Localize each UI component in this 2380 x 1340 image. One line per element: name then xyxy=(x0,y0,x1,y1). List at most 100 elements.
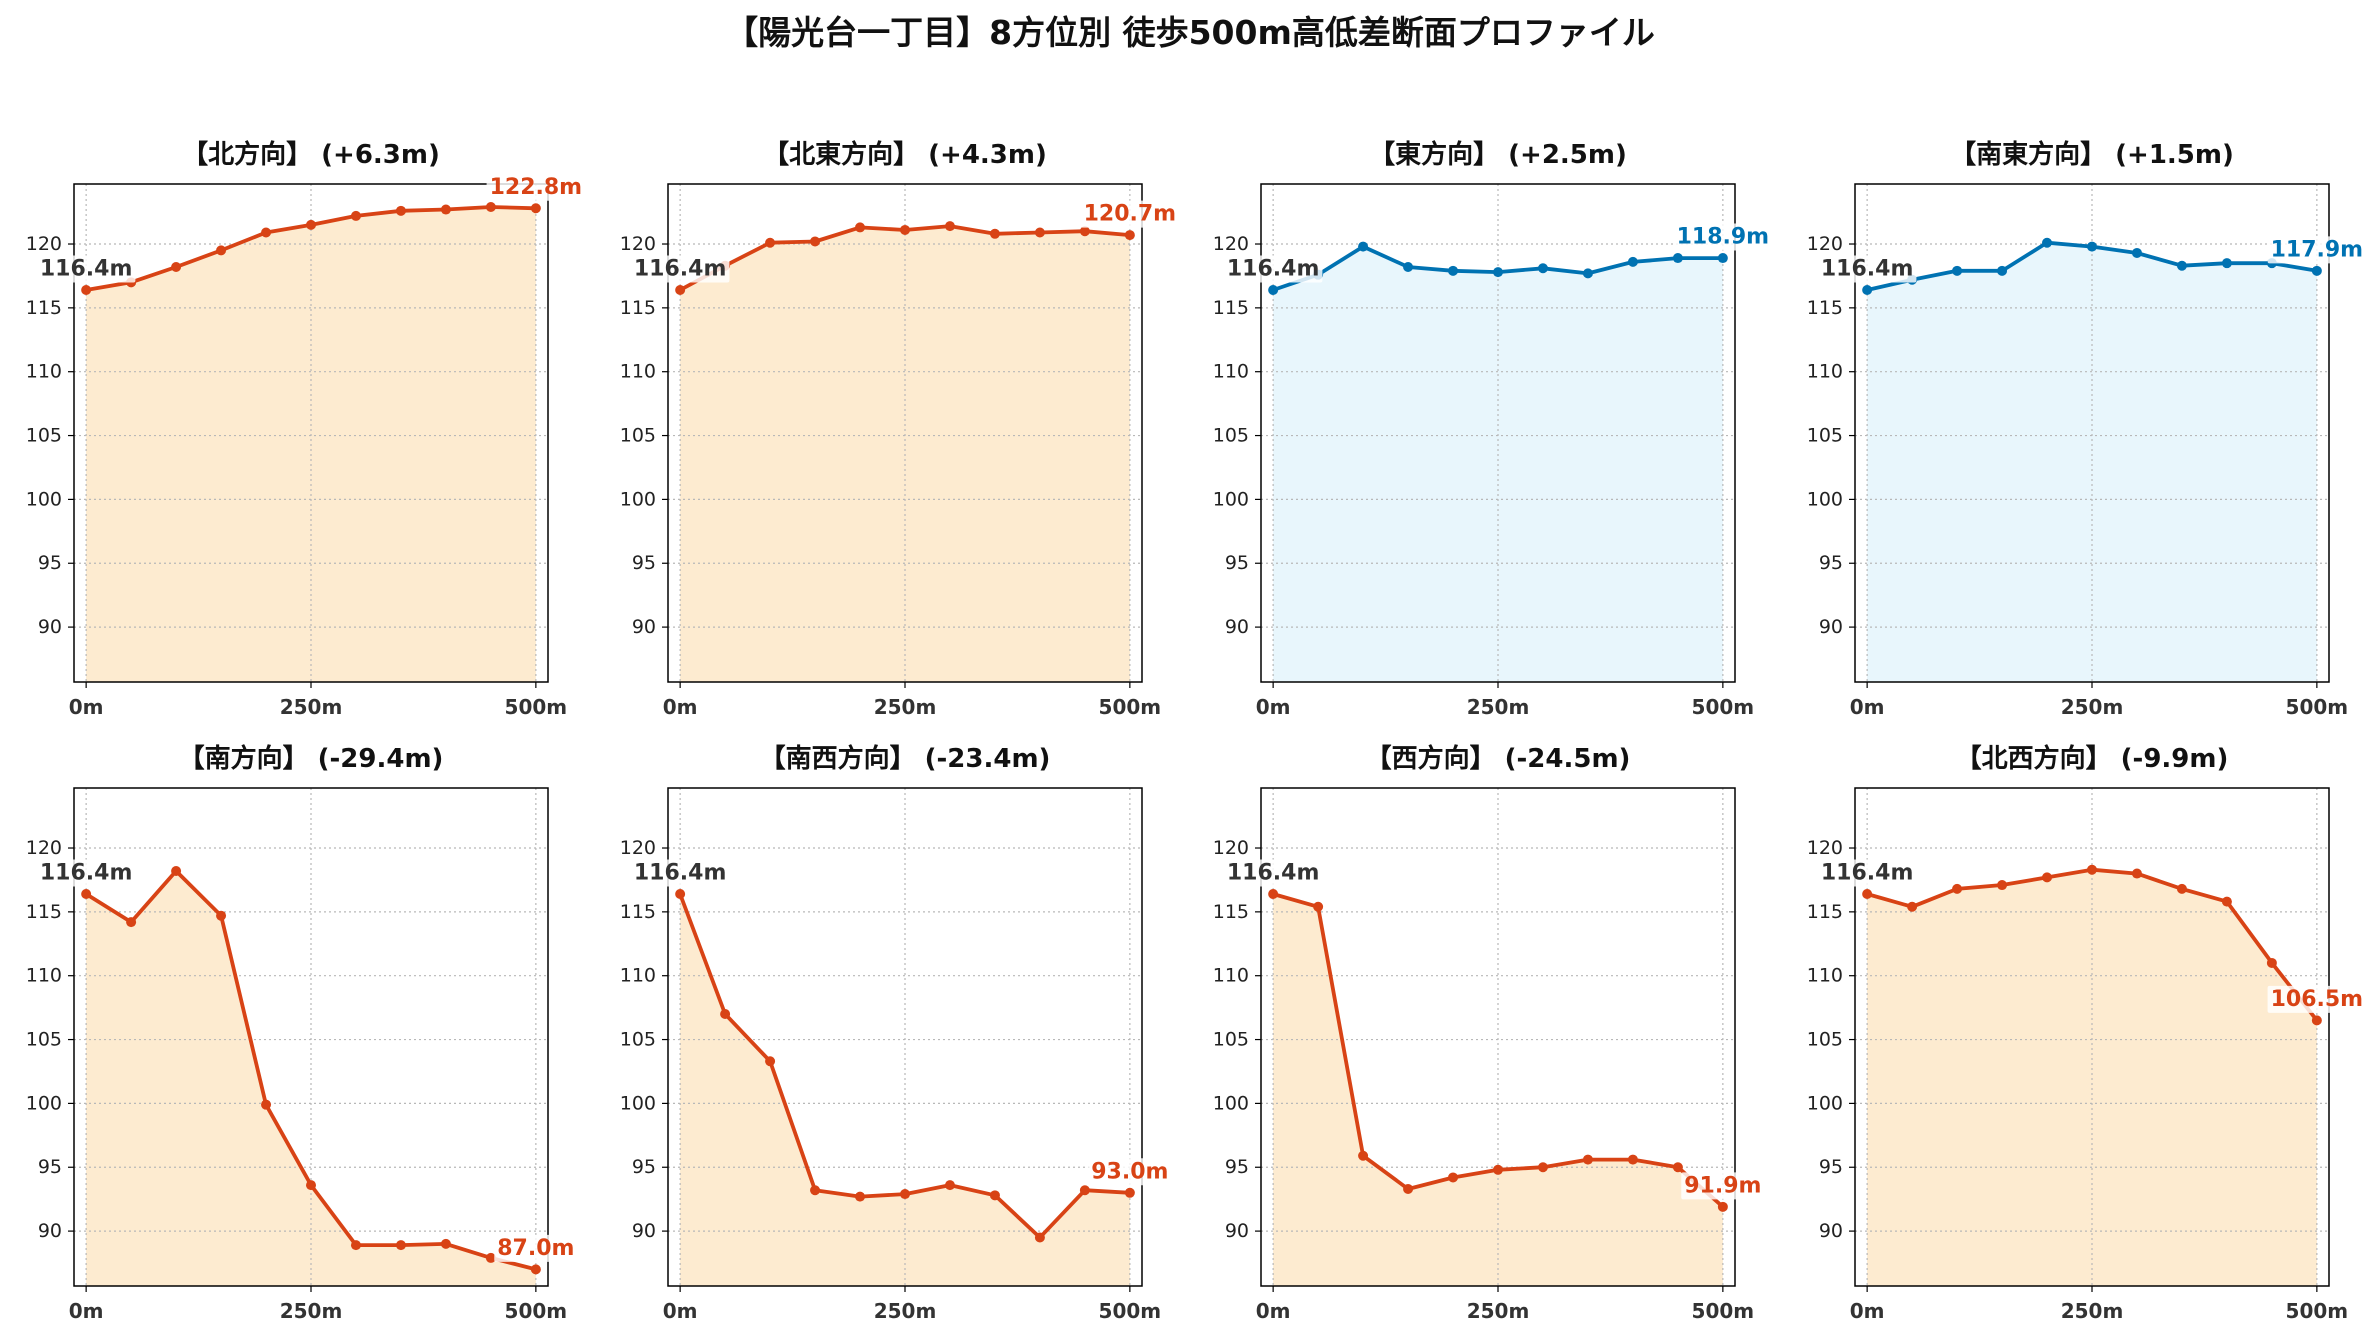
data-point xyxy=(485,1252,496,1263)
data-point xyxy=(810,1185,821,1196)
y-tick-label: 105 xyxy=(1807,1029,1843,1051)
end-elevation-label: 106.5m xyxy=(2267,985,2367,1013)
y-tick-label: 95 xyxy=(1819,1156,1843,1178)
data-point xyxy=(1672,253,1683,264)
elevation-label-text: 116.4m xyxy=(1821,256,1914,281)
data-point xyxy=(1124,230,1135,241)
end-elevation-label: 118.9m xyxy=(1673,223,1773,251)
data-point xyxy=(765,1056,776,1067)
y-tick-label: 90 xyxy=(38,616,62,638)
data-point xyxy=(395,205,406,216)
data-point xyxy=(989,228,1000,239)
data-point xyxy=(350,210,361,221)
y-tick-label: 110 xyxy=(1213,361,1249,383)
data-point xyxy=(720,1009,731,1020)
subplot-title: 【西方向】 (-24.5m) xyxy=(1366,743,1631,774)
y-tick-label: 115 xyxy=(1807,901,1843,923)
label-background xyxy=(630,255,730,283)
x-tick-label: 0m xyxy=(663,1299,698,1323)
subplot-west: 90 95 100 105 110 115 120 0m 250m 500m 【西方向】 (-24.… xyxy=(1213,743,1765,1323)
elevation-label-text: 116.4m xyxy=(1227,256,1320,281)
label-background xyxy=(630,859,730,887)
label-background xyxy=(36,859,136,887)
data-point xyxy=(2087,241,2097,252)
data-point xyxy=(2042,237,2053,248)
x-tick-label: 0m xyxy=(663,695,698,719)
x-tick-label: 250m xyxy=(2061,695,2124,719)
subplot-title: 【東方向】 (+2.5m) xyxy=(1369,139,1627,170)
data-point xyxy=(1403,1183,1414,1194)
start-elevation-label: 116.4m xyxy=(1223,859,1323,887)
y-tick-label: 120 xyxy=(26,837,62,859)
y-tick-label: 95 xyxy=(1225,1156,1249,1178)
data-point xyxy=(1358,1150,1369,1161)
y-tick-label: 90 xyxy=(38,1220,62,1242)
subplot-southeast: 90 95 100 105 110 115 120 0m 250m 500m 【南東方向】 (+1.… xyxy=(1807,139,2367,719)
elevation-label-text: 116.4m xyxy=(1227,860,1320,885)
data-point xyxy=(855,1191,866,1202)
y-tick-label: 105 xyxy=(1213,1029,1249,1051)
data-point xyxy=(1034,227,1045,238)
label-background xyxy=(2267,985,2367,1013)
label-background xyxy=(1673,223,1773,251)
x-tick-label: 0m xyxy=(1256,695,1291,719)
end-elevation-label: 122.8m xyxy=(486,173,586,201)
start-elevation-label: 116.4m xyxy=(1817,859,1917,887)
x-tick-label: 500m xyxy=(1692,1299,1755,1323)
data-point xyxy=(126,917,137,928)
data-point xyxy=(1358,241,1369,252)
y-tick-label: 95 xyxy=(632,552,656,574)
y-tick-label: 110 xyxy=(620,361,656,383)
data-point xyxy=(1493,1164,1503,1175)
label-background xyxy=(1223,859,1323,887)
subplot-north: 90 95 100 105 110 115 120 0m 250m 500m 【北方向】 (+6.3… xyxy=(26,139,586,719)
x-tick-label: 500m xyxy=(1692,695,1755,719)
y-tick-label: 110 xyxy=(1807,965,1843,987)
data-point xyxy=(261,227,272,238)
y-tick-label: 115 xyxy=(26,297,62,319)
y-tick-label: 105 xyxy=(1807,425,1843,447)
data-point xyxy=(2221,258,2232,269)
data-point xyxy=(2042,872,2053,883)
data-point xyxy=(216,910,227,921)
elevation-label-text: 117.9m xyxy=(2271,237,2364,262)
data-point xyxy=(1493,267,1503,278)
elevation-fill xyxy=(1273,894,1723,1286)
y-tick-label: 90 xyxy=(632,1220,656,1242)
y-tick-label: 100 xyxy=(1213,488,1249,510)
y-tick-label: 95 xyxy=(1819,552,1843,574)
x-tick-label: 0m xyxy=(69,1299,104,1323)
data-point xyxy=(675,284,686,295)
start-elevation-label: 116.4m xyxy=(630,255,730,283)
subplot-title: 【南東方向】 (+1.5m) xyxy=(1950,139,2234,170)
data-point xyxy=(2311,1015,2322,1026)
y-tick-label: 120 xyxy=(1807,233,1843,255)
y-tick-label: 115 xyxy=(620,297,656,319)
x-tick-label: 0m xyxy=(1850,1299,1885,1323)
y-tick-label: 100 xyxy=(1807,1092,1843,1114)
elevation-label-text: 118.9m xyxy=(1677,225,1770,250)
data-point xyxy=(485,201,496,212)
data-point xyxy=(1448,1172,1459,1183)
data-point xyxy=(989,1190,1000,1201)
data-point xyxy=(2131,868,2142,879)
data-point xyxy=(1907,901,1918,912)
y-tick-label: 110 xyxy=(620,965,656,987)
elevation-fill xyxy=(86,871,536,1286)
y-tick-label: 105 xyxy=(26,1029,62,1051)
y-tick-label: 105 xyxy=(620,425,656,447)
x-tick-label: 250m xyxy=(280,1299,343,1323)
data-point xyxy=(1862,888,1873,899)
data-point xyxy=(765,237,776,248)
label-background xyxy=(486,173,586,201)
data-point xyxy=(306,219,316,230)
x-tick-label: 0m xyxy=(1256,1299,1291,1323)
figure-title: 【陽光台一丁目】8方位別 徒歩500m高低差断面プロファイル xyxy=(725,13,1655,52)
x-tick-label: 0m xyxy=(69,695,104,719)
elevation-label-text: 122.8m xyxy=(490,175,583,200)
data-point xyxy=(2266,957,2277,968)
y-tick-label: 115 xyxy=(26,901,62,923)
data-point xyxy=(1952,265,1963,276)
elevation-label-text: 116.4m xyxy=(1821,860,1914,885)
data-point xyxy=(1079,226,1090,237)
